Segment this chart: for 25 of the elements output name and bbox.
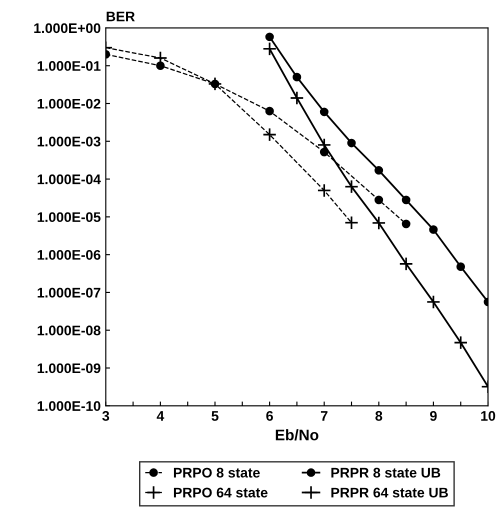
y-tick-label: 1.000E+00 (34, 23, 100, 34)
x-axis-title: Eb/No (276, 429, 318, 441)
x-tick-label: 7 (320, 411, 328, 421)
x-tick-label: 10 (481, 411, 496, 421)
legend-label: PRPO 64 state (174, 488, 268, 498)
y-tick-label: 1.000E-05 (38, 212, 101, 222)
y-tick-label: 1.000E-03 (38, 136, 100, 146)
x-tick-label: 8 (375, 411, 382, 421)
legend-label: PRPR 8 state UB (331, 468, 440, 478)
x-tick-label: 3 (102, 411, 110, 421)
y-tick-label: 1.000E-06 (38, 250, 100, 260)
y-tick-label: 1.000E-09 (38, 363, 100, 374)
y-tick-label: 1.000E-02 (38, 98, 100, 109)
y-tick-label: 1.000E-07 (38, 288, 100, 298)
y-tick-label: 1.000E-04 (38, 174, 101, 184)
y-tick-label: 1.000E-01 (38, 61, 101, 71)
x-tick-label: 6 (266, 411, 273, 421)
legend-label: PRPO 8 state (174, 468, 260, 478)
y-tick-label: 1.000E-08 (38, 326, 101, 336)
y-tick-label: 1.000E-10 (38, 401, 100, 411)
x-tick-label: 9 (430, 411, 437, 421)
x-tick-label: 4 (156, 411, 164, 421)
x-tick-label: 5 (212, 411, 218, 421)
legend-label: PRPR 64 state UB (331, 488, 448, 498)
y-axis-title: BER (106, 12, 135, 22)
